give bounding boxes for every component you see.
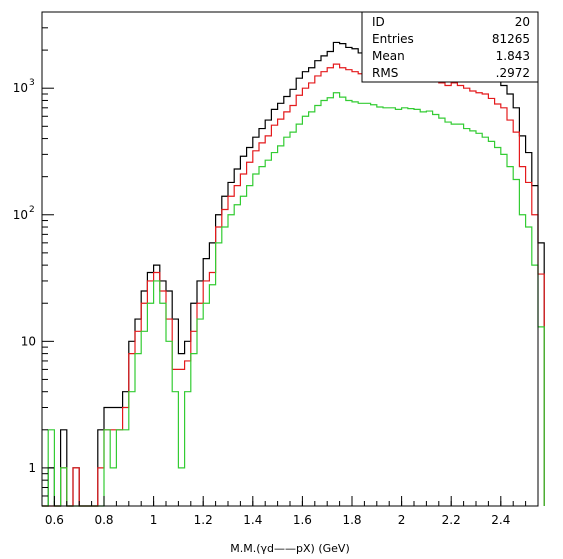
stats-value: 1.843 xyxy=(496,49,530,63)
stats-value: 81265 xyxy=(492,32,530,46)
histogram-series-1 xyxy=(42,63,545,507)
stats-box-frame xyxy=(361,11,539,83)
histogram-series-2 xyxy=(42,92,545,507)
x-tick-label: 2 xyxy=(398,513,406,527)
x-tick-label: 2.2 xyxy=(442,513,461,527)
histogram-series-layer xyxy=(42,41,545,507)
y-tick-label: 10 xyxy=(13,81,28,95)
histogram-series-0 xyxy=(42,41,545,507)
y-tick-label: 1 xyxy=(28,461,36,475)
y-tick-label: 10 xyxy=(13,208,28,222)
stats-label: RMS xyxy=(372,66,398,80)
x-tick-label: 1.8 xyxy=(342,513,361,527)
x-tick-label: 1.6 xyxy=(293,513,312,527)
stats-value: 20 xyxy=(515,15,530,29)
x-tick-label: 0.8 xyxy=(94,513,113,527)
stats-label: Mean xyxy=(372,49,405,63)
stats-box: ID 20 Entries 81265 Mean 1.843 RMS .2972 xyxy=(361,11,539,83)
x-axis: 0.6 0.8 1 1.2 1.4 1.6 1.8 2 2.2 2.4 xyxy=(41,496,539,527)
x-tick-label: 1 xyxy=(150,513,158,527)
x-tick-label: 0.6 xyxy=(45,513,64,527)
x-tick-label: 2.4 xyxy=(491,513,510,527)
stats-label: Entries xyxy=(372,32,414,46)
y-tick-exponent: 3 xyxy=(29,78,35,88)
stats-value: .2972 xyxy=(496,66,530,80)
x-tick-label: 1.2 xyxy=(194,513,213,527)
x-tick-label: 1.4 xyxy=(243,513,262,527)
y-tick-label: 10 xyxy=(21,334,36,348)
y-tick-exponent: 2 xyxy=(29,205,35,215)
x-axis-label: M.M.(γd——pX) (GeV) xyxy=(230,542,349,555)
stats-label: ID xyxy=(372,15,385,29)
